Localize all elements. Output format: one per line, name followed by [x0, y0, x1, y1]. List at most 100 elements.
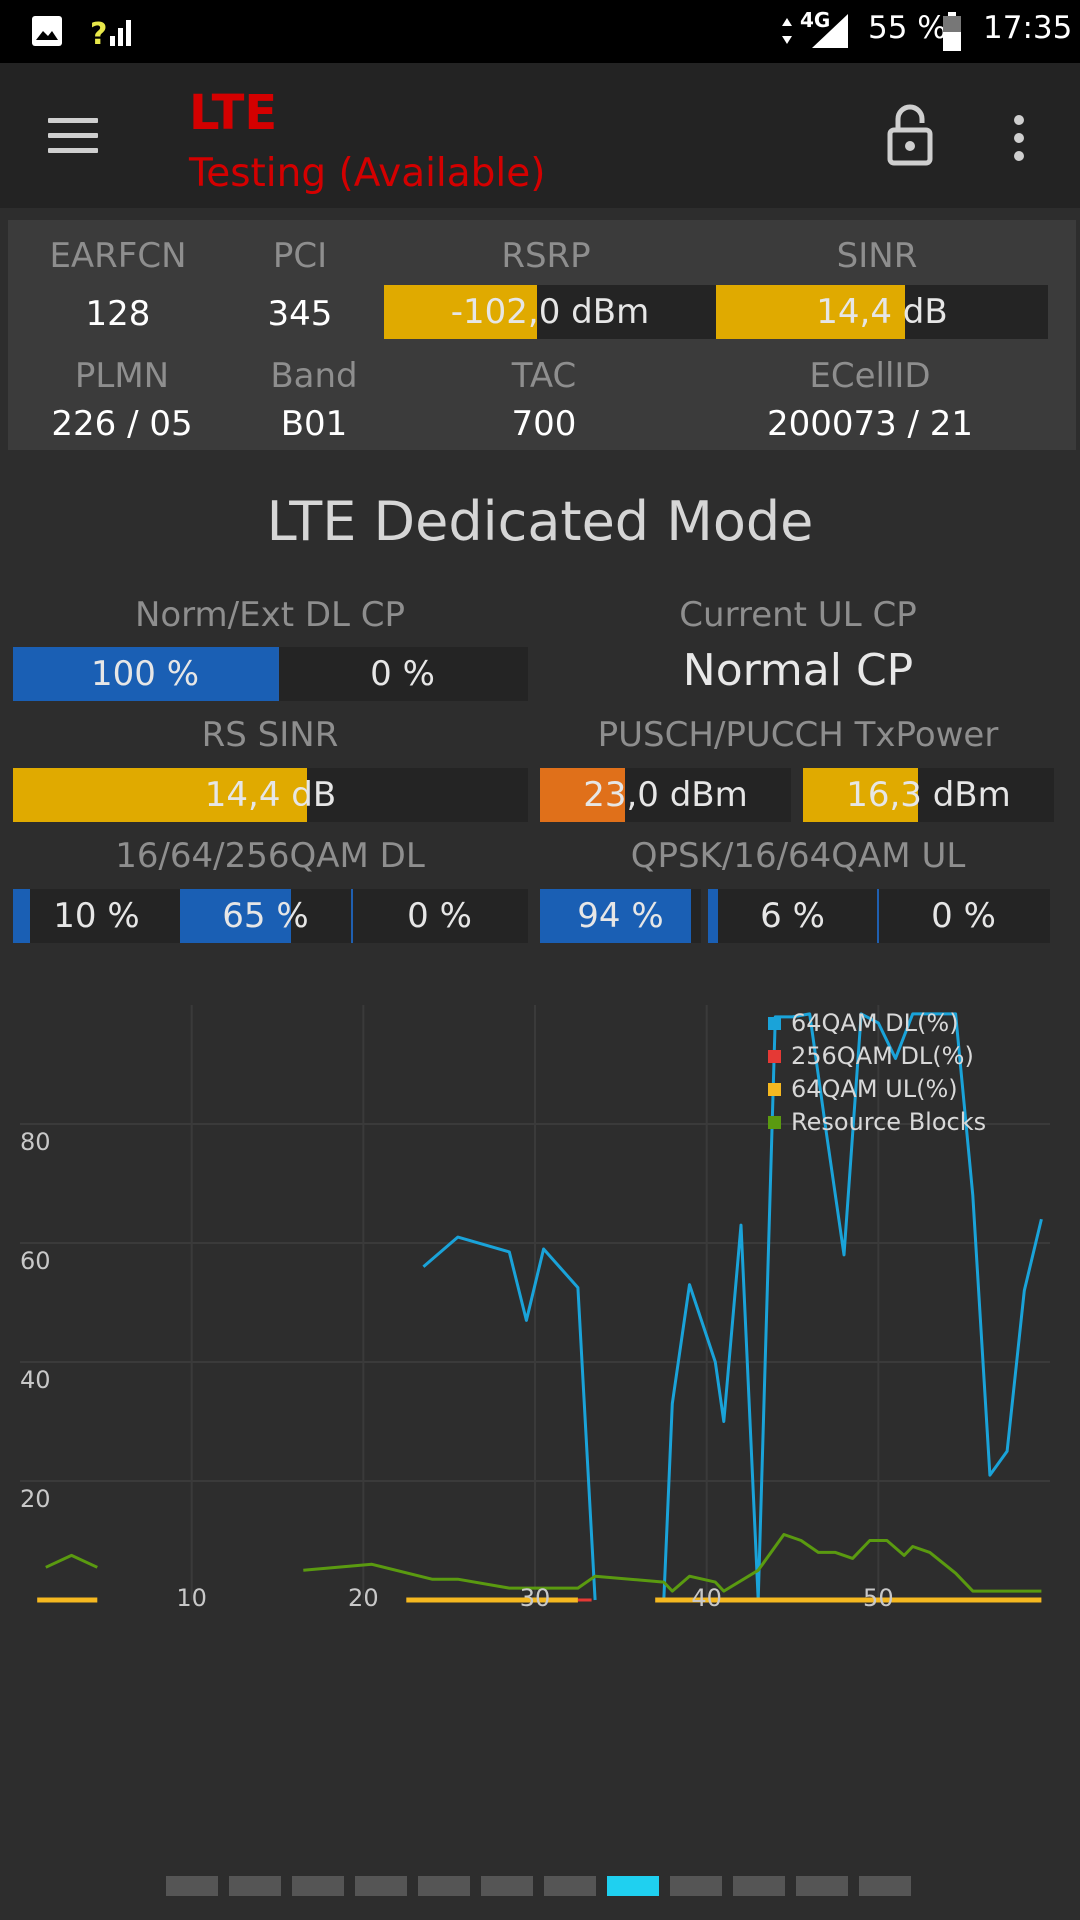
qam16-ul-bar: 6 %	[708, 889, 877, 943]
data-arrows-icon	[782, 18, 792, 44]
page-dot[interactable]	[859, 1876, 911, 1896]
dl-cp-normal-value: 100 %	[90, 654, 199, 694]
qam16-dl-value: 10 %	[53, 896, 140, 936]
y-tick-label: 80	[20, 1128, 51, 1156]
app-toolbar: LTE Testing (Available)	[0, 63, 1080, 208]
qam256-dl-value: 0 %	[407, 896, 472, 936]
tac-label: TAC	[511, 356, 577, 396]
page-dot[interactable]	[481, 1876, 533, 1896]
cell-info-panel: EARFCN PCI RSRP SINR 128 345 -102,0 dBm …	[8, 220, 1076, 450]
page-dot[interactable]	[355, 1876, 407, 1896]
legend-swatch	[768, 1050, 781, 1063]
lock-open-icon[interactable]	[885, 103, 935, 168]
x-tick-label: 50	[863, 1584, 894, 1612]
battery-percent: 55 %	[868, 10, 947, 46]
page-dot[interactable]	[544, 1876, 596, 1896]
rsrp-label: RSRP	[501, 236, 591, 276]
band-label: Band	[270, 356, 358, 396]
x-tick-label: 20	[348, 1584, 379, 1612]
image-icon	[32, 16, 62, 46]
qam64-dl-bar: 65 %	[180, 889, 351, 943]
qam-chart: 10 20 30 40 50 20 40 60 80 64QAM DL(%) 256QAM DL(%…	[20, 1005, 1050, 1612]
y-tick-label: 20	[20, 1485, 51, 1513]
page-dot[interactable]	[607, 1876, 659, 1896]
pusch-power-bar: 23,0 dBm	[540, 768, 791, 822]
bar-separator	[351, 889, 353, 943]
page-dot[interactable]	[796, 1876, 848, 1896]
y-tick-label: 40	[20, 1366, 51, 1394]
dl-cp-extended-bar: 0 %	[277, 647, 528, 701]
page-dot[interactable]	[166, 1876, 218, 1896]
qam-dl-label: 16/64/256QAM DL	[115, 836, 425, 876]
page-dot[interactable]	[418, 1876, 470, 1896]
legend-swatch	[768, 1083, 781, 1096]
series-line-0	[422, 1235, 597, 1601]
toolbar-title: LTE	[189, 85, 278, 141]
dl-cp-normal-bar: 100 %	[13, 647, 277, 701]
series-line-3	[45, 1553, 98, 1569]
ecellid-value: 200073 / 21	[766, 404, 974, 444]
status-bar: ? 4G 55 % 17:35	[0, 0, 1080, 63]
rsrp-value: -102,0 dBm	[450, 292, 650, 332]
legend-swatch	[768, 1116, 781, 1129]
rs-sinr-label: RS SINR	[201, 715, 339, 755]
more-vert-icon[interactable]	[1014, 115, 1026, 161]
ul-cp-label: Current UL CP	[679, 595, 917, 635]
qam64-dl-value: 65 %	[222, 896, 309, 936]
dl-cp-label: Norm/Ext DL CP	[134, 595, 406, 635]
qam16-dl-bar: 10 %	[13, 889, 180, 943]
battery-icon	[943, 12, 961, 51]
svg-text:?: ?	[90, 17, 107, 50]
sinr-value: 14,4 dB	[816, 292, 948, 332]
rs-sinr-value: 14,4 dB	[204, 775, 337, 815]
bar-separator	[877, 889, 879, 943]
pci-label: PCI	[272, 236, 328, 276]
legend-label: 256QAM DL(%)	[791, 1042, 974, 1070]
y-tick-label: 60	[20, 1247, 51, 1275]
rsrp-bar: -102,0 dBm	[384, 285, 716, 339]
qam64-ul-value: 0 %	[931, 896, 996, 936]
pucch-power-fill	[803, 768, 919, 822]
pusch-power-value: 23,0 dBm	[583, 775, 748, 815]
pucch-power-value: 16,3 dBm	[846, 775, 1011, 815]
qam256-dl-bar: 0 %	[351, 889, 528, 943]
pucch-power-bar: 16,3 dBm	[803, 768, 1054, 822]
x-tick-label: 10	[176, 1584, 207, 1612]
rs-sinr-fill	[13, 768, 307, 822]
qpsk-ul-fill	[540, 889, 692, 943]
tx-power-label: PUSCH/PUCCH TxPower	[597, 715, 999, 755]
network-type: 4G	[800, 8, 831, 32]
qam16-dl-fill	[13, 889, 30, 943]
qam64-dl-fill	[180, 889, 292, 943]
page-dot[interactable]	[292, 1876, 344, 1896]
ul-cp-value: Normal CP	[682, 645, 914, 696]
ecellid-label: ECellID	[809, 356, 931, 396]
pci-value: 345	[267, 294, 333, 334]
qpsk-ul-bar: 94 %	[540, 889, 701, 943]
series-line-3	[303, 1533, 1042, 1593]
plmn-value: 226 / 05	[51, 404, 193, 444]
earfcn-value: 128	[85, 294, 151, 334]
dl-cp-extended-value: 0 %	[370, 654, 435, 694]
qpsk-ul-value: 94 %	[577, 896, 664, 936]
dl-cp-normal-fill	[13, 647, 277, 701]
qam64-ul-bar: 0 %	[877, 889, 1050, 943]
signal-4g-icon	[812, 14, 848, 48]
sinr-bar: 14,4 dB	[716, 285, 1048, 339]
legend-label: Resource Blocks	[791, 1108, 986, 1136]
signal-unknown-icon: ?	[90, 17, 131, 50]
qam16-ul-fill	[708, 889, 719, 943]
pusch-power-fill	[540, 768, 626, 822]
qam16-ul-value: 6 %	[760, 896, 825, 936]
page-dot[interactable]	[733, 1876, 785, 1896]
bar-separator	[277, 647, 279, 701]
series-line-0	[662, 1012, 1043, 1602]
toolbar-subtitle: Testing (Available)	[189, 151, 546, 196]
page-dot[interactable]	[229, 1876, 281, 1896]
earfcn-label: EARFCN	[49, 236, 187, 276]
tac-value: 700	[511, 404, 577, 444]
legend-label: 64QAM DL(%)	[791, 1009, 959, 1037]
menu-icon[interactable]	[48, 118, 98, 154]
sinr-fill	[716, 285, 906, 339]
page-dot[interactable]	[670, 1876, 722, 1896]
